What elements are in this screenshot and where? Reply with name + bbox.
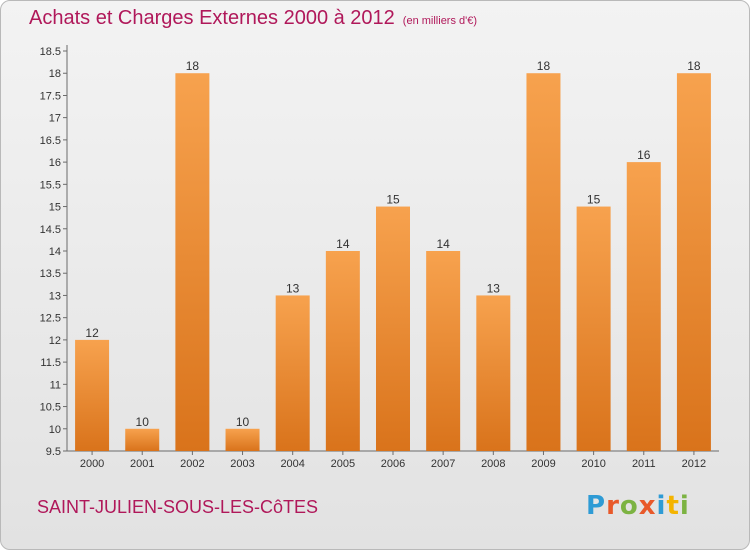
logo-letter: r bbox=[606, 491, 620, 521]
data-label: 10 bbox=[236, 415, 250, 429]
bar bbox=[325, 251, 360, 451]
data-label: 16 bbox=[637, 148, 651, 162]
data-label: 10 bbox=[136, 415, 150, 429]
bar bbox=[225, 428, 260, 451]
bar bbox=[676, 73, 711, 451]
y-tick-label: 16 bbox=[49, 157, 61, 169]
x-tick-label: 2007 bbox=[431, 458, 455, 470]
data-label: 15 bbox=[386, 193, 400, 207]
commune-name: SAINT-JULIEN-SOUS-LES-CôTES bbox=[37, 497, 319, 517]
x-tick-label: 2005 bbox=[331, 458, 355, 470]
bar bbox=[125, 428, 160, 451]
data-label: 12 bbox=[85, 326, 99, 340]
y-tick-label: 15.5 bbox=[40, 179, 61, 191]
bar bbox=[75, 339, 110, 451]
logo-letter: x bbox=[638, 491, 657, 521]
x-tick-label: 2012 bbox=[682, 458, 706, 470]
bar bbox=[476, 295, 511, 451]
y-tick-label: 11.5 bbox=[40, 357, 61, 369]
y-tick-label: 12.5 bbox=[40, 313, 61, 325]
x-tick-label: 2010 bbox=[581, 458, 605, 470]
bar bbox=[576, 206, 611, 451]
logo-letter: o bbox=[619, 491, 639, 521]
bar bbox=[376, 206, 410, 451]
data-label: 14 bbox=[336, 237, 350, 251]
y-tick-label: 18 bbox=[49, 68, 61, 80]
data-label: 13 bbox=[286, 281, 300, 295]
unit-note: (en milliers d'€) bbox=[402, 15, 478, 27]
y-tick-label: 10 bbox=[49, 424, 61, 436]
bar bbox=[426, 251, 461, 451]
bar bbox=[275, 295, 310, 451]
x-tick-label: 2002 bbox=[180, 458, 204, 470]
y-tick-label: 15 bbox=[49, 202, 61, 214]
data-label: 18 bbox=[186, 59, 200, 73]
y-tick-label: 11 bbox=[50, 379, 61, 391]
x-tick-label: 2009 bbox=[531, 458, 555, 470]
data-label: 14 bbox=[436, 237, 450, 251]
x-tick-label: 2001 bbox=[130, 458, 154, 470]
data-label: 13 bbox=[487, 281, 501, 295]
y-tick-label: 12 bbox=[49, 335, 61, 347]
data-label: 15 bbox=[587, 193, 601, 207]
logo-letter: t bbox=[666, 491, 680, 521]
chart-title-text: Achats et Charges Externes 2000 à 2012 bbox=[29, 7, 395, 29]
y-tick-label: 14.5 bbox=[40, 224, 61, 236]
x-tick-label: 2003 bbox=[230, 458, 254, 470]
x-tick-label: 2004 bbox=[280, 458, 304, 470]
logo-letter: i bbox=[656, 491, 667, 521]
y-tick-label: 16.5 bbox=[40, 135, 61, 147]
y-tick-label: 18.5 bbox=[40, 46, 61, 58]
y-tick-label: 17 bbox=[49, 113, 61, 125]
y-tick-label: 17.5 bbox=[40, 90, 61, 102]
bar bbox=[626, 162, 661, 451]
y-tick-label: 14 bbox=[49, 246, 61, 258]
y-tick-label: 10.5 bbox=[40, 402, 61, 414]
y-tick-label: 9.5 bbox=[46, 446, 61, 458]
x-tick-label: 2008 bbox=[481, 458, 505, 470]
y-tick-label: 13 bbox=[49, 290, 61, 302]
x-tick-label: 2011 bbox=[632, 458, 656, 470]
logo-letter: i bbox=[679, 491, 690, 521]
proxiti-logo: Proxiti bbox=[586, 491, 690, 521]
logo-letter: P bbox=[586, 491, 607, 521]
x-tick-label: 2000 bbox=[80, 458, 104, 470]
bar bbox=[526, 73, 561, 451]
x-tick-label: 2006 bbox=[381, 458, 405, 470]
y-tick-label: 13.5 bbox=[40, 268, 61, 280]
data-label: 18 bbox=[687, 59, 701, 73]
data-label: 18 bbox=[537, 59, 551, 73]
chart-title: Achats et Charges Externes 2000 à 2012 (e… bbox=[29, 7, 477, 30]
bar bbox=[175, 73, 210, 451]
